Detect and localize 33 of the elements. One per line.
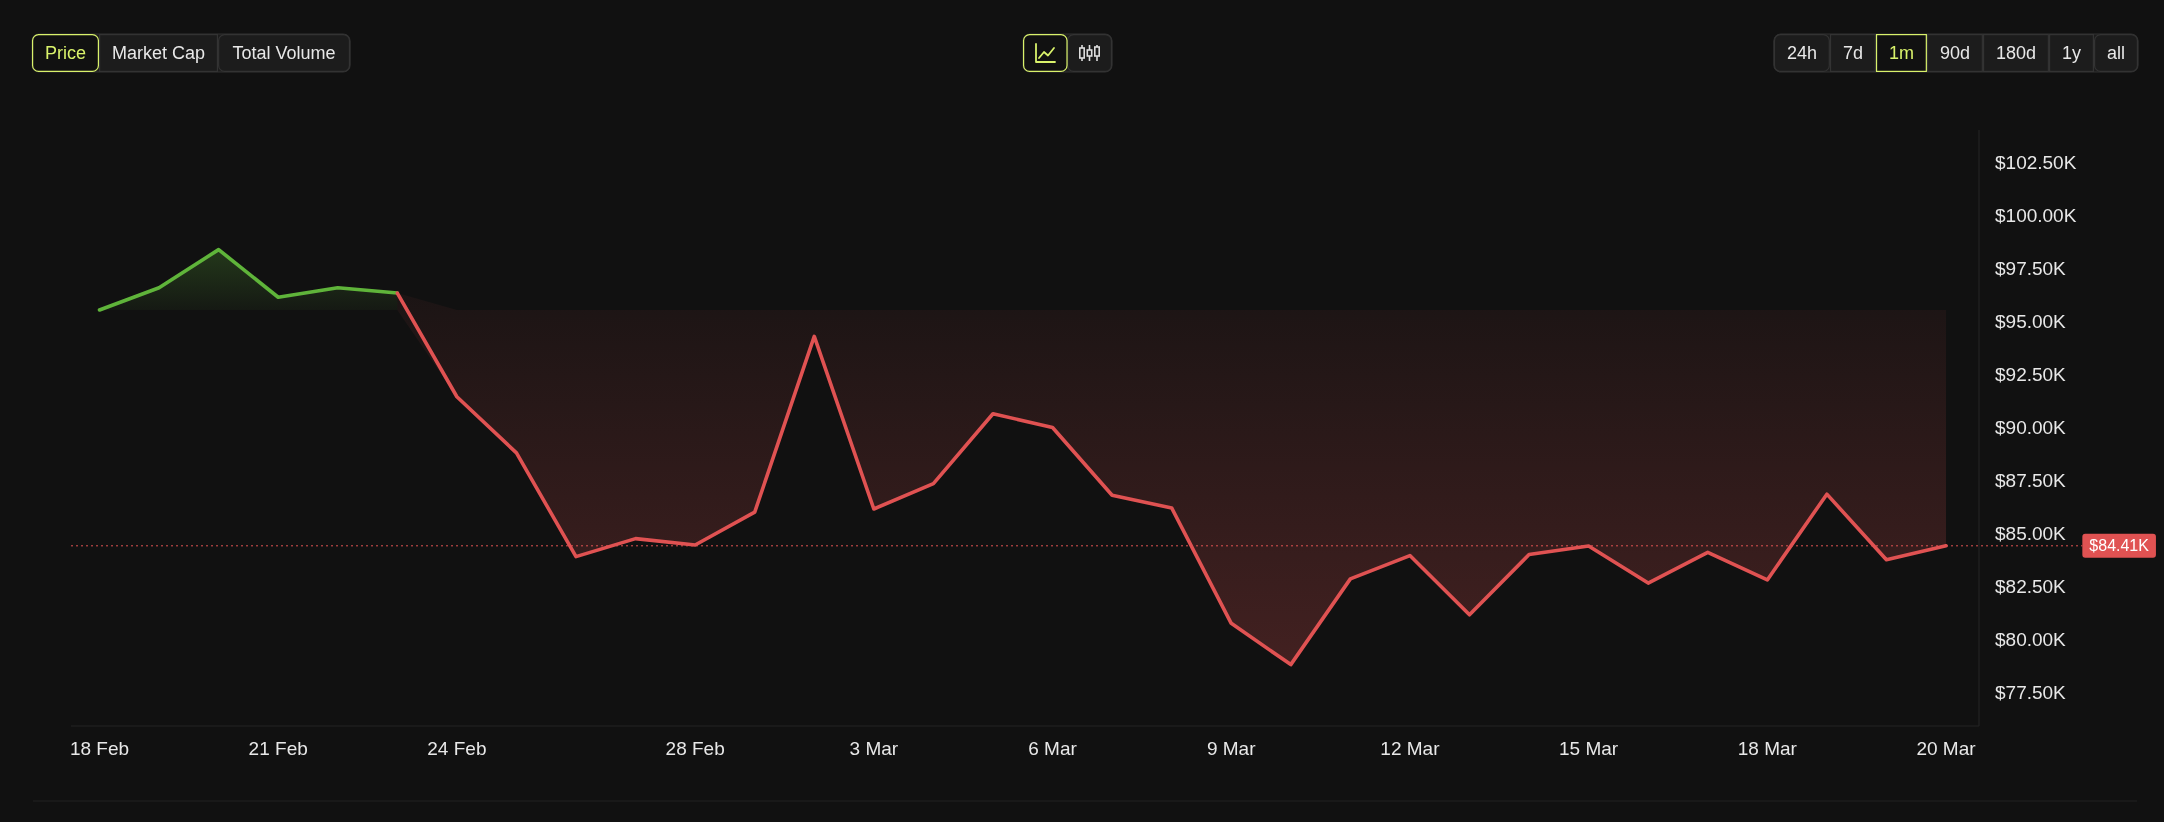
y-tick-label: $100.00K (1995, 205, 2077, 227)
y-tick-label: $80.00K (1995, 628, 2067, 650)
x-tick-label: 24 Feb (427, 737, 487, 759)
x-tick-label: 12 Mar (1380, 737, 1441, 759)
y-tick-label: $90.00K (1995, 416, 2067, 438)
x-tick-label: 20 Mar (1916, 737, 1977, 759)
y-tick-label: $85.00K (1995, 522, 2067, 544)
x-tick-label: 28 Feb (665, 737, 725, 759)
x-tick-label: 18 Mar (1737, 737, 1798, 759)
x-tick-label: 6 Mar (1028, 737, 1078, 759)
x-tick-label: 9 Mar (1206, 737, 1257, 759)
x-tick-label: 15 Mar (1559, 737, 1619, 759)
x-tick-label: 18 Feb (69, 737, 130, 759)
y-tick-label: $97.50K (1995, 258, 2067, 280)
text: Market Cap (111, 43, 206, 63)
text: all (2106, 43, 2126, 63)
text: Total Volume (232, 43, 336, 63)
text: 180d (1995, 43, 2036, 63)
y-tick-label: $92.50K (1995, 364, 2067, 386)
text: 90d (1939, 43, 1970, 63)
text: 1m (1888, 43, 1914, 63)
text: Price (44, 43, 87, 63)
text: 24h (1786, 43, 1817, 63)
y-tick-label: $102.50K (1995, 152, 2077, 174)
ref-line-label: $84.41K (2089, 537, 2150, 555)
y-tick-label: $95.00K (1995, 311, 2067, 333)
y-tick-label: $77.50K (1995, 681, 2067, 703)
text: 1y (2061, 43, 2081, 63)
y-tick-label: $82.50K (1995, 575, 2067, 597)
x-tick-label: 21 Feb (248, 737, 308, 759)
text: 7d (1842, 43, 1863, 63)
y-tick-label: $87.50K (1995, 469, 2067, 491)
x-tick-label: 3 Mar (849, 737, 899, 759)
